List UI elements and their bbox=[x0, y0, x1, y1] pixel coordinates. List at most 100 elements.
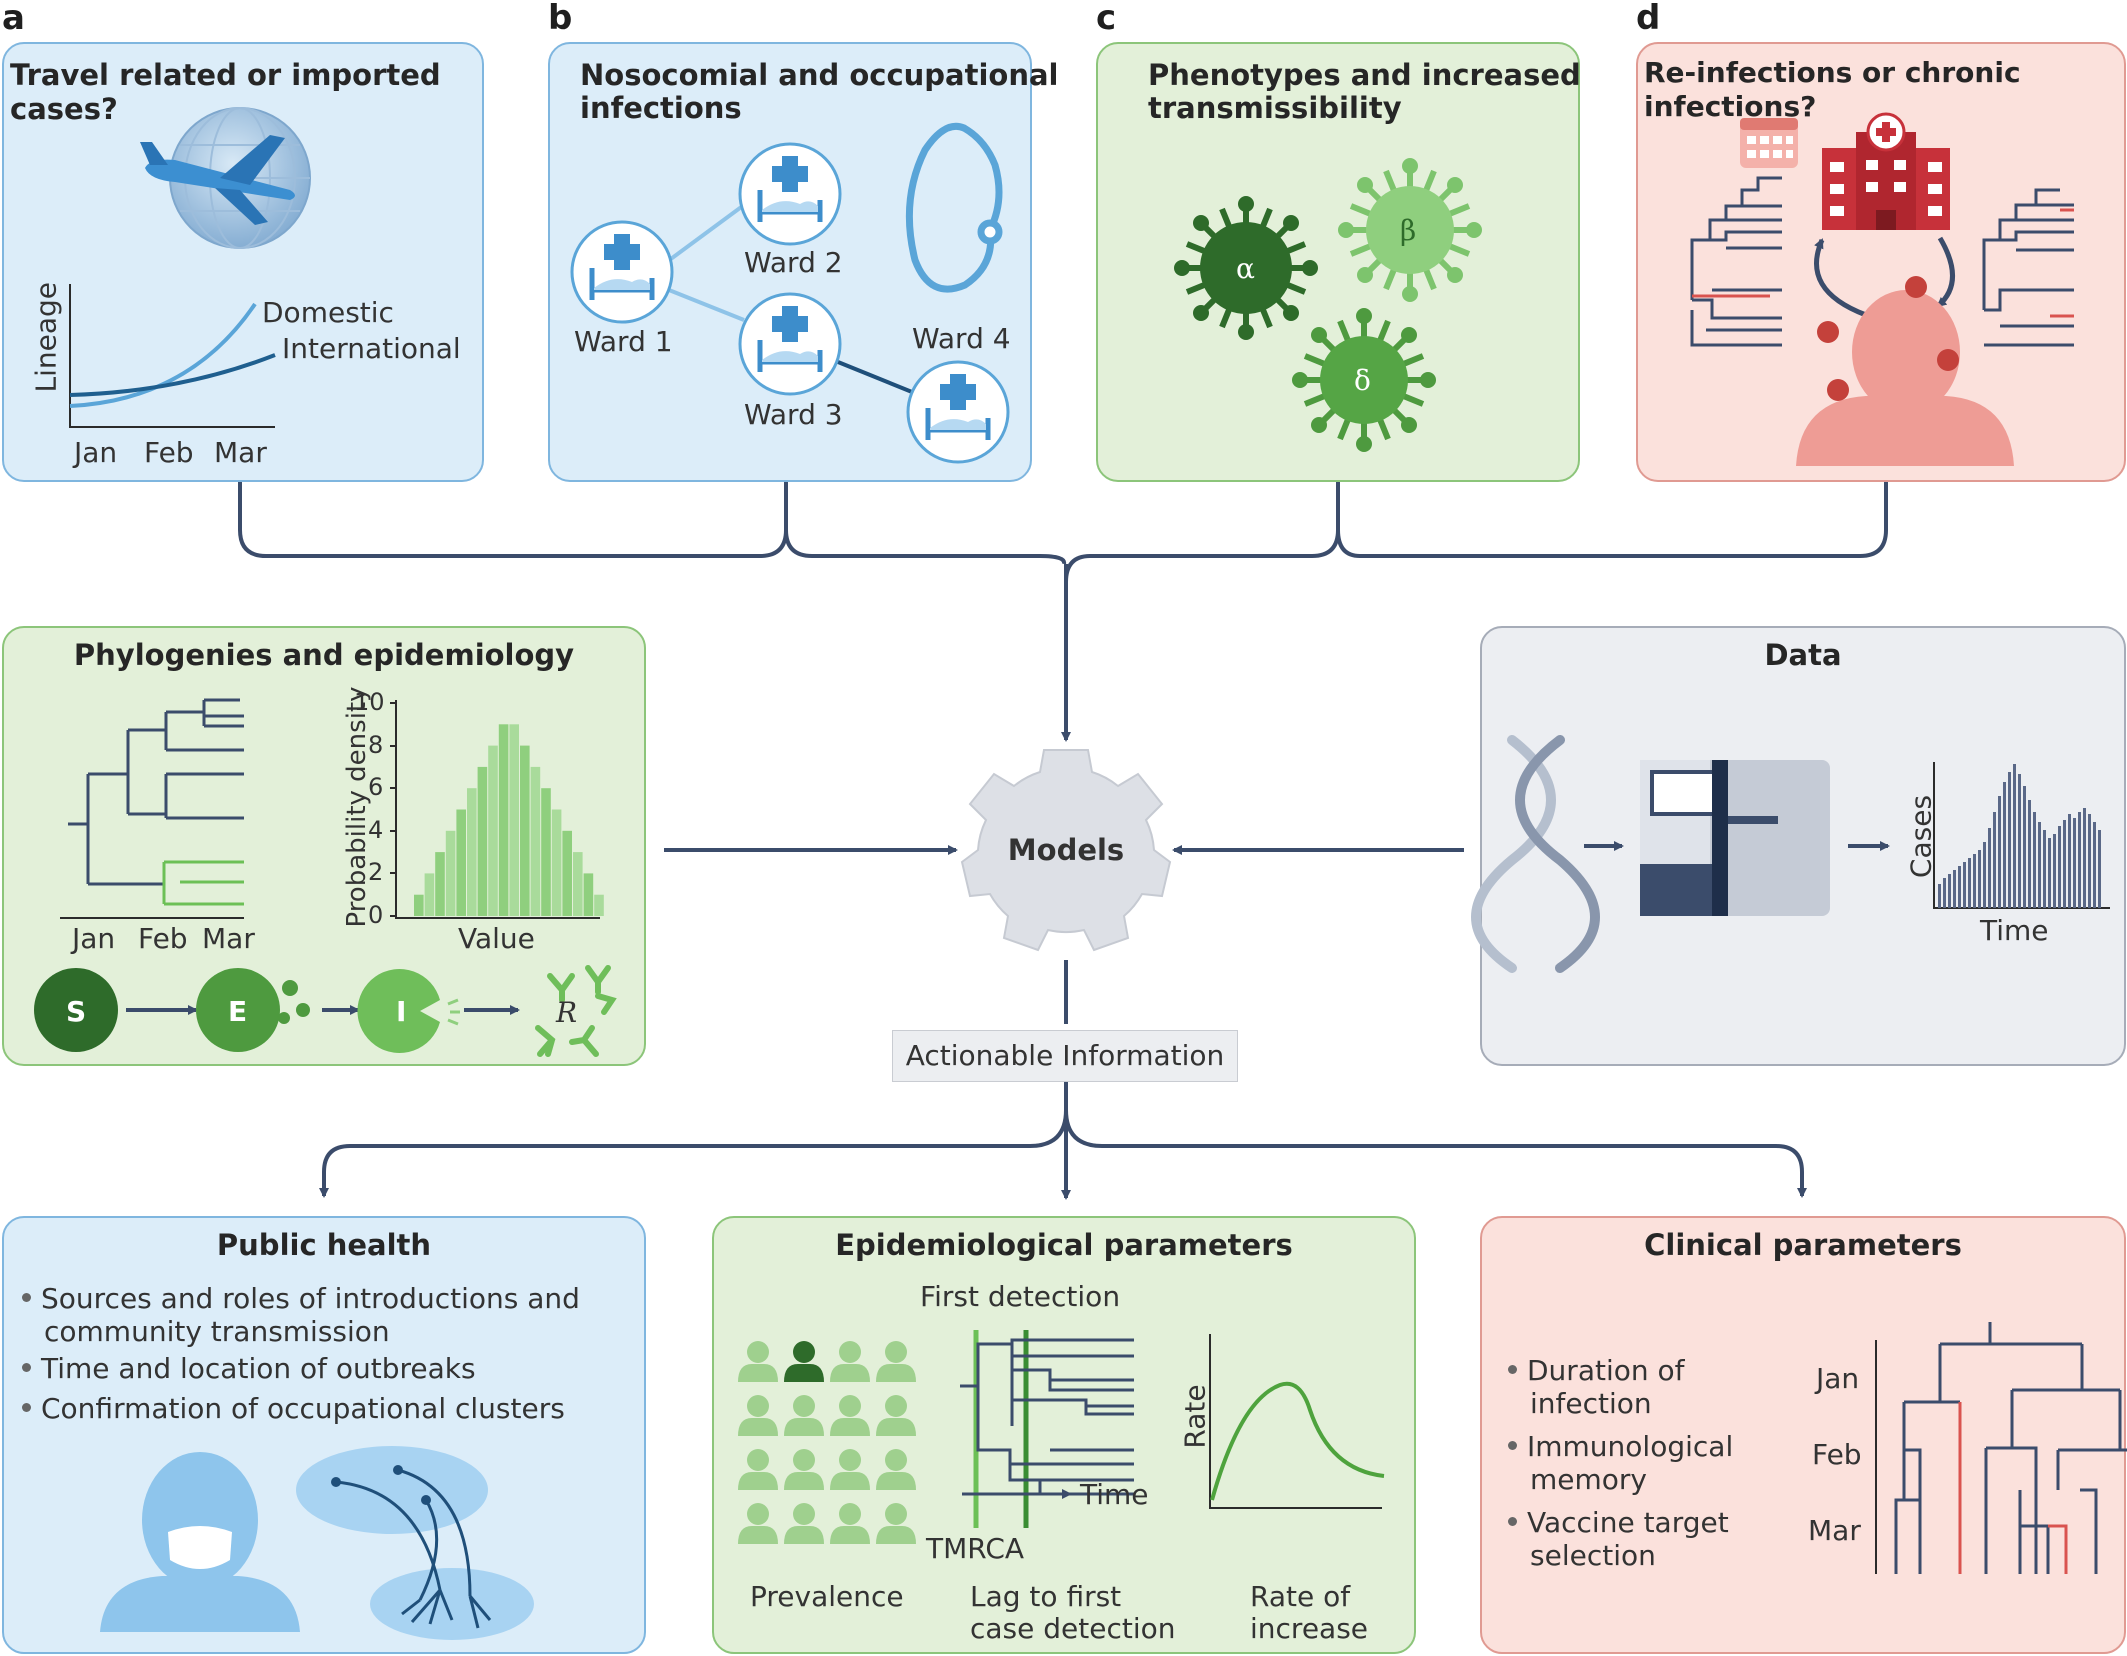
histogram-bar bbox=[551, 809, 562, 916]
tmrca-label: TMRCA bbox=[926, 1532, 1025, 1565]
panel-c-phenotypes bbox=[1096, 42, 1580, 482]
antibodies-icon bbox=[535, 965, 617, 1057]
histogram-bar bbox=[467, 788, 477, 916]
delta-variant-virus-icon bbox=[1292, 308, 1436, 452]
clinical-bullet-1-line2: infection bbox=[1530, 1387, 1652, 1420]
beta-variant-virus-icon bbox=[1338, 158, 1482, 302]
histogram-bar bbox=[445, 830, 456, 916]
panel-b-title-line2: infections bbox=[580, 91, 742, 125]
actionable-information-box: Actionable Information bbox=[892, 1030, 1238, 1082]
bullet-dot-icon bbox=[1508, 1516, 1517, 1526]
clinical-bullet-1-line1: Duration of bbox=[1527, 1354, 1685, 1387]
bullet-dot-icon bbox=[1508, 1440, 1517, 1450]
person-icon bbox=[784, 1503, 824, 1544]
epi-params-title: Epidemiological parameters bbox=[835, 1228, 1293, 1262]
reinfection-tree-left bbox=[1690, 176, 1782, 347]
histogram-bar bbox=[520, 745, 530, 916]
clinical-bullet-2-line2: memory bbox=[1530, 1463, 1647, 1496]
histogram-bar bbox=[541, 788, 551, 916]
public-health-bullet-1-line2: community transmission bbox=[44, 1315, 390, 1348]
panel-clinical bbox=[1480, 1216, 2126, 1654]
data-panel-title: Data bbox=[1764, 638, 1842, 672]
person-icon bbox=[830, 1503, 870, 1544]
ward-4-bed-icon bbox=[906, 360, 1010, 464]
person-icon bbox=[830, 1449, 870, 1490]
seir-i-node bbox=[357, 969, 440, 1053]
bullet-dot-icon bbox=[22, 1292, 31, 1302]
calendar-icon bbox=[1740, 118, 1798, 168]
lineage-y-axis-label: Lineage bbox=[29, 281, 63, 393]
cases-x-axis-label: Time bbox=[1980, 914, 2049, 947]
tree-time-label: Time bbox=[1080, 1478, 1149, 1511]
public-health-bullet-2: Time and location of outbreaks bbox=[22, 1352, 476, 1385]
histogram-bar bbox=[594, 894, 604, 916]
seir-s-label: S bbox=[66, 995, 87, 1028]
panel-c-title-line1: Phenotypes and increased bbox=[1148, 58, 1581, 92]
hist-ytick-4: 4 bbox=[368, 816, 384, 844]
phylo-panel-title: Phylogenies and epidemiology bbox=[73, 638, 575, 672]
panel-b-title-line1: Nosocomial and occupational bbox=[580, 58, 1059, 92]
person-icon bbox=[738, 1503, 778, 1544]
ward-4-label: Ward 4 bbox=[912, 322, 1011, 355]
phylo-tree bbox=[60, 698, 244, 919]
reinfection-tree-right bbox=[1982, 188, 2074, 347]
models-label: Models bbox=[1007, 833, 1125, 867]
rate-axes bbox=[1209, 1334, 1382, 1509]
histogram-bar bbox=[573, 852, 583, 916]
clinical-title: Clinical parameters bbox=[1644, 1228, 1962, 1262]
person-icon bbox=[784, 1341, 824, 1382]
sequencer-icon bbox=[1640, 760, 1830, 916]
ward-2-label: Ward 2 bbox=[744, 246, 843, 279]
col-rate-label-line1: Rate of bbox=[1250, 1580, 1351, 1613]
person-icon bbox=[738, 1395, 778, 1436]
first-detection-label: First detection bbox=[920, 1280, 1121, 1313]
hist-x-axis-label: Value bbox=[458, 922, 535, 955]
person-icon bbox=[738, 1341, 778, 1382]
histogram-bar bbox=[498, 724, 509, 916]
clinical-bullet-1: Duration of infection bbox=[1508, 1354, 1685, 1420]
ward-links bbox=[662, 203, 913, 394]
models-gear-icon bbox=[960, 749, 1172, 952]
delta-variant-label: δ bbox=[1354, 364, 1371, 397]
tree-tick-feb: Feb bbox=[138, 922, 188, 955]
col-rate-label-line2: increase bbox=[1250, 1612, 1369, 1645]
seir-s-node bbox=[34, 968, 118, 1052]
clinical-month-jan: Jan bbox=[1816, 1362, 1860, 1395]
person-icon bbox=[876, 1395, 916, 1436]
clinical-month-feb: Feb bbox=[1812, 1438, 1862, 1471]
panel-c-title-line2: transmissibility bbox=[1148, 91, 1402, 125]
virus-particles-icon bbox=[1817, 276, 1959, 401]
curve-label-domestic: Domestic bbox=[262, 296, 394, 329]
histogram-bar bbox=[562, 830, 572, 916]
seir-e-label: E bbox=[228, 995, 248, 1028]
clinical-bullet-2-line1: Immunological bbox=[1527, 1430, 1734, 1463]
public-health-bullet-1: Sources and roles of introductions and c… bbox=[22, 1282, 580, 1348]
lineage-x-tick-mar: Mar bbox=[214, 436, 267, 469]
cases-y-axis-label: Cases bbox=[1904, 794, 1938, 879]
public-health-bullet-3: Confirmation of occupational clusters bbox=[22, 1392, 565, 1425]
transmission-map-icon bbox=[296, 1446, 534, 1640]
dna-helix-icon bbox=[1471, 735, 1600, 973]
clinical-tree bbox=[1894, 1322, 2127, 1574]
tree-tick-mar: Mar bbox=[202, 922, 255, 955]
hist-ytick-10: 10 bbox=[354, 688, 385, 716]
panel-letter-c: c bbox=[1096, 0, 1117, 38]
person-icon bbox=[784, 1395, 824, 1436]
stethoscope-icon bbox=[905, 122, 1003, 293]
clinical-bullet-2: Immunological memory bbox=[1508, 1430, 1733, 1496]
person-icon bbox=[876, 1503, 916, 1544]
clinical-month-mar: Mar bbox=[1808, 1514, 1861, 1547]
person-icon bbox=[876, 1341, 916, 1382]
panel-letter-b: b bbox=[548, 0, 573, 38]
tree-tick-jan: Jan bbox=[72, 922, 116, 955]
lineage-x-tick-jan: Jan bbox=[74, 436, 118, 469]
ward-3-label: Ward 3 bbox=[744, 398, 843, 431]
person-silhouette-icon bbox=[1796, 290, 2014, 466]
alpha-variant-virus-icon bbox=[1174, 196, 1318, 340]
cases-bars bbox=[1938, 764, 2101, 908]
histogram-bar bbox=[477, 766, 488, 916]
person-icon bbox=[830, 1395, 870, 1436]
histogram-bar bbox=[530, 766, 541, 916]
public-health-bullet-3-text: Confirmation of occupational clusters bbox=[41, 1392, 565, 1425]
panel-d-title: Re-infections or chronic infections? bbox=[1644, 56, 2021, 123]
